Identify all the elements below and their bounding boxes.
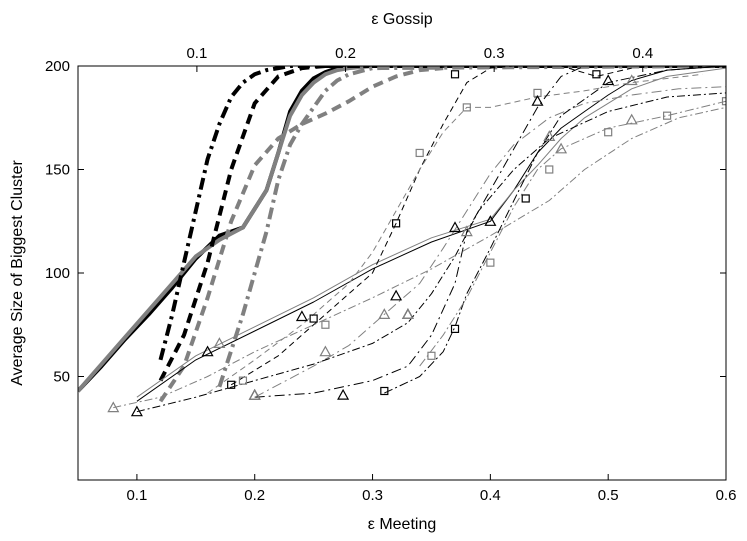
square-marker bbox=[380, 386, 389, 396]
triangle-marker bbox=[531, 94, 544, 106]
y-axis-label: Average Size of Biggest Cluster bbox=[9, 160, 26, 386]
x-tick-label: 0.3 bbox=[362, 487, 383, 504]
square-marker bbox=[309, 314, 318, 323]
y-tick-label: 50 bbox=[53, 369, 70, 386]
square-marker bbox=[392, 219, 401, 228]
triangle-marker bbox=[107, 401, 120, 413]
triangle-marker bbox=[484, 215, 497, 226]
series-line-13 bbox=[136, 92, 726, 413]
x-axis-label: ε Meeting bbox=[368, 516, 437, 533]
square-marker bbox=[721, 97, 726, 106]
triangle-marker bbox=[602, 74, 615, 86]
square-marker bbox=[604, 128, 613, 137]
series-line-4 bbox=[158, 66, 444, 403]
axes-layer: 0.1 0.2 0.3 0.4 0.5 0.6 50 100 150 200 0.1 0.2 0.3 0.… bbox=[45, 45, 736, 504]
square-marker bbox=[521, 194, 530, 203]
triangle-marker bbox=[295, 310, 308, 322]
triangle-marker bbox=[543, 130, 556, 141]
square-marker bbox=[450, 70, 460, 79]
triangle-marker bbox=[213, 337, 226, 348]
x2-tick-label: 0.4 bbox=[632, 45, 653, 62]
triangle-marker bbox=[625, 74, 638, 86]
y-tick-label: 200 bbox=[45, 58, 70, 75]
square-marker bbox=[545, 165, 554, 174]
square-marker bbox=[592, 70, 601, 79]
series-line-12 bbox=[254, 86, 726, 398]
x-tick-label: 0.2 bbox=[244, 487, 265, 504]
square-marker bbox=[321, 320, 330, 329]
x-tick-label: 0.6 bbox=[716, 487, 737, 504]
x-tick-label: 0.1 bbox=[126, 487, 147, 504]
triangle-marker bbox=[319, 345, 332, 357]
series-line-14 bbox=[113, 106, 726, 409]
square-marker bbox=[227, 380, 236, 389]
square-marker bbox=[662, 111, 672, 120]
triangle-marker bbox=[248, 388, 261, 400]
triangle-marker bbox=[448, 221, 462, 233]
triangle-marker bbox=[378, 308, 391, 319]
y-tick-label: 150 bbox=[45, 162, 70, 179]
x-tick-label: 0.5 bbox=[598, 487, 619, 504]
x2-tick-label: 0.3 bbox=[484, 45, 505, 62]
triangle-marker bbox=[555, 142, 568, 154]
series-line-8 bbox=[136, 67, 726, 398]
triangle-marker bbox=[625, 113, 638, 125]
square-marker bbox=[450, 324, 460, 333]
series-line-10 bbox=[207, 73, 703, 394]
x2-tick-label: 0.2 bbox=[335, 45, 356, 62]
x2-tick-label: 0.1 bbox=[186, 45, 207, 62]
x2-axis-label: ε Gossip bbox=[371, 11, 432, 28]
square-marker bbox=[238, 376, 248, 385]
square-marker bbox=[415, 148, 424, 158]
series-line-5 bbox=[158, 66, 726, 361]
square-marker bbox=[486, 258, 495, 267]
plot-area bbox=[78, 66, 726, 480]
series-line-6 bbox=[217, 66, 726, 388]
series-line-16 bbox=[419, 100, 726, 367]
series-layer bbox=[78, 66, 726, 413]
triangle-marker bbox=[390, 289, 403, 301]
triangle-marker bbox=[337, 388, 350, 400]
square-marker bbox=[462, 103, 471, 112]
square-marker bbox=[427, 351, 436, 360]
series-line-3 bbox=[158, 66, 726, 382]
triangle-marker bbox=[460, 225, 473, 237]
series-line-2 bbox=[78, 66, 726, 393]
triangle-marker bbox=[201, 345, 214, 357]
triangle-marker bbox=[130, 405, 143, 417]
x-tick-label: 0.4 bbox=[480, 487, 501, 504]
marker-layer bbox=[107, 70, 726, 417]
triangle-marker bbox=[401, 308, 414, 319]
series-line-11 bbox=[254, 66, 726, 398]
y-tick-label: 100 bbox=[45, 265, 70, 282]
